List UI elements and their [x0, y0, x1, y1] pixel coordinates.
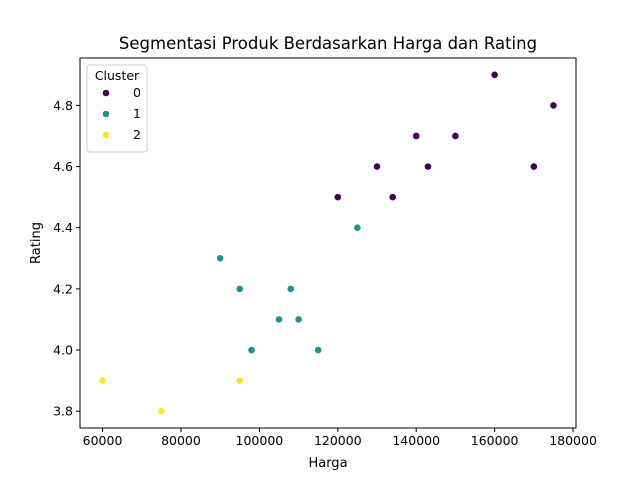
- legend-title: Cluster: [95, 68, 140, 83]
- x-axis-label: Harga: [308, 456, 347, 471]
- y-tick-label: 4.4: [53, 220, 73, 235]
- legend-marker-cluster-2: [102, 131, 110, 139]
- legend-label-cluster-0: 0: [133, 85, 141, 100]
- legend-marker-cluster-0: [102, 89, 110, 97]
- data-point-cluster-2-0: [98, 376, 107, 385]
- data-point-cluster-1-6: [314, 346, 323, 354]
- legend-box: [86, 64, 148, 153]
- legend-marker-cluster-1: [102, 110, 110, 118]
- y-tick-label: 3.8: [53, 404, 73, 419]
- x-tick-label: 160000: [471, 433, 519, 448]
- x-tick-label: 140000: [392, 433, 440, 448]
- data-point-cluster-2-1: [157, 407, 166, 416]
- x-tick-label: 120000: [314, 433, 362, 448]
- x-tick-label: 60000: [83, 433, 123, 448]
- data-point-cluster-1-2: [247, 346, 256, 354]
- y-tick-label: 4.8: [53, 98, 73, 113]
- plot-area-frame: [79, 57, 577, 429]
- data-point-cluster-0-6: [490, 70, 499, 79]
- data-point-cluster-1-0: [216, 254, 225, 263]
- y-axis-label: Rating: [29, 222, 44, 264]
- x-tick-label: 80000: [161, 433, 201, 448]
- data-point-cluster-1-1: [235, 284, 244, 293]
- data-point-cluster-0-0: [333, 193, 342, 202]
- y-tick-label: 4.0: [53, 343, 73, 358]
- legend-label-cluster-2: 2: [133, 127, 141, 142]
- data-point-cluster-1-3: [275, 315, 283, 324]
- data-point-cluster-0-4: [424, 162, 432, 171]
- points-layer: [98, 70, 558, 416]
- data-point-cluster-1-5: [294, 315, 303, 324]
- x-tick-label: 100000: [236, 433, 284, 448]
- data-point-cluster-2-2: [235, 376, 244, 385]
- y-axis: 3.8 4.0 4.2 4.4 4.6 4.8: [53, 98, 80, 419]
- data-point-cluster-1-7: [353, 223, 362, 232]
- x-tick-label: 180000: [549, 433, 597, 448]
- chart-title: Segmentasi Produk Berdasarkan Harga dan …: [119, 34, 537, 53]
- data-point-cluster-0-7: [529, 162, 538, 171]
- data-point-cluster-0-1: [373, 162, 381, 171]
- x-axis: 60000 80000 100000 120000 140000 160000 180000: [83, 428, 597, 448]
- data-point-cluster-0-2: [388, 193, 397, 202]
- y-tick-label: 4.2: [53, 281, 73, 296]
- data-point-cluster-0-8: [549, 101, 558, 110]
- legend: Cluster 0 1 2: [86, 64, 148, 153]
- y-tick-label: 4.6: [53, 159, 73, 174]
- data-point-cluster-0-3: [412, 132, 421, 140]
- data-point-cluster-1-4: [286, 284, 295, 293]
- data-point-cluster-0-5: [451, 132, 460, 140]
- legend-label-cluster-1: 1: [133, 106, 141, 121]
